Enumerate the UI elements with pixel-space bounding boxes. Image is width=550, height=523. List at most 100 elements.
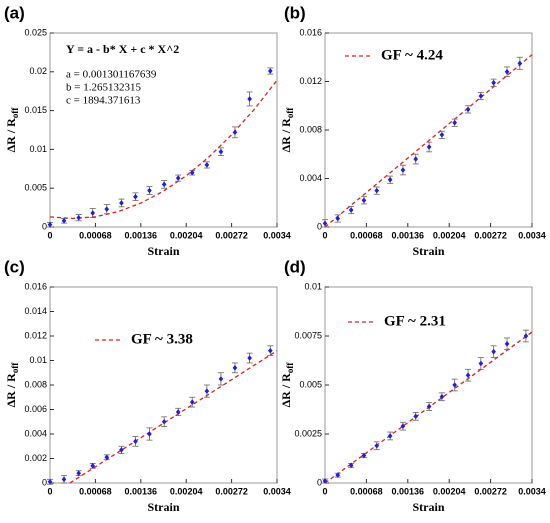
data-point xyxy=(517,60,523,67)
data-point xyxy=(361,197,367,204)
data-point xyxy=(439,132,445,138)
fit-line xyxy=(324,54,533,228)
y-tick-label: 0 xyxy=(317,221,322,231)
y-tick-label: 0.004 xyxy=(24,428,47,438)
data-point xyxy=(268,68,273,74)
data-point xyxy=(322,220,328,227)
data-point xyxy=(465,106,471,113)
data-point xyxy=(452,382,457,388)
data-point xyxy=(76,214,82,221)
y-axis-label: ΔR / Roff xyxy=(279,107,295,153)
x-tick-label: 0.00068 xyxy=(79,486,112,496)
data-point xyxy=(491,348,496,355)
fit-line xyxy=(69,350,278,484)
x-axis-label: Strain xyxy=(412,500,444,514)
x-axis-label: Strain xyxy=(147,244,179,258)
y-tick-label: 0.005 xyxy=(299,379,322,389)
x-tick-label: 0.00068 xyxy=(79,230,112,240)
data-point xyxy=(387,433,393,439)
data-point xyxy=(465,372,471,378)
annotation: c = 1894.371613 xyxy=(66,95,141,107)
data-point xyxy=(90,463,96,469)
panel-label: (b) xyxy=(284,3,306,22)
x-tick-label: 0.00068 xyxy=(350,486,383,496)
data-point xyxy=(268,347,273,354)
data-point xyxy=(335,215,341,222)
x-tick-label: 0.00272 xyxy=(215,230,248,240)
y-tick-label: 0.01 xyxy=(29,355,47,365)
y-axis-label-sub: off xyxy=(285,362,295,373)
data-point xyxy=(161,418,167,425)
data-point xyxy=(247,96,252,102)
data-point xyxy=(47,478,53,485)
x-tick-label: 0.00204 xyxy=(433,486,466,496)
plot-frame xyxy=(49,32,278,228)
y-tick-label: 0.002 xyxy=(24,453,47,463)
y-tick-label: 0.004 xyxy=(299,173,322,183)
data-point xyxy=(400,423,406,429)
fit-line xyxy=(49,79,278,220)
y-tick-label: 0 xyxy=(42,477,47,487)
y-axis-label: ΔR / Roff xyxy=(279,362,295,408)
data-point xyxy=(426,144,432,150)
y-axis-label: ΔR / Roff xyxy=(4,107,20,153)
data-point xyxy=(90,210,96,216)
y-tick-label: 0.01 xyxy=(29,144,47,154)
data-point xyxy=(426,403,432,410)
data-point xyxy=(147,431,152,437)
data-point xyxy=(189,399,195,405)
data-point xyxy=(175,175,181,181)
y-axis-label-main: ΔR / R xyxy=(279,373,293,408)
panel-label: (d) xyxy=(284,257,306,276)
y-axis-label-sub: off xyxy=(10,107,20,118)
data-point xyxy=(119,200,124,206)
x-tick-label: 0.00272 xyxy=(474,486,507,496)
data-point xyxy=(76,470,82,476)
data-point xyxy=(374,187,380,194)
x-tick-label: 0.00136 xyxy=(392,486,425,496)
x-tick-label: 0.00272 xyxy=(215,486,248,496)
x-tick-label: 0.00136 xyxy=(392,230,425,240)
data-point xyxy=(335,472,341,478)
x-tick-label: 0.00204 xyxy=(433,230,466,240)
data-point xyxy=(133,193,138,200)
x-tick-label: 0 xyxy=(47,230,52,240)
x-tick-label: 0 xyxy=(322,230,327,240)
x-tick-label: 0 xyxy=(47,486,52,496)
data-point xyxy=(413,413,419,420)
data-point xyxy=(452,119,457,126)
data-point xyxy=(161,181,167,188)
x-tick-label: 0.0034 xyxy=(518,486,546,496)
data-point xyxy=(504,341,510,347)
x-tick-label: 0.00068 xyxy=(350,230,383,240)
y-tick-label: 0.005 xyxy=(24,183,47,193)
data-point xyxy=(504,69,510,75)
y-tick-label: 0.0075 xyxy=(294,330,322,340)
annotation: a = 0.001301167639 xyxy=(66,69,157,81)
data-point xyxy=(348,462,354,469)
y-tick-label: 0.025 xyxy=(24,27,47,37)
data-point xyxy=(104,206,110,212)
panel-label: (a) xyxy=(4,3,25,22)
data-point xyxy=(491,79,496,86)
data-point xyxy=(218,376,224,382)
x-tick-label: 0.00204 xyxy=(170,486,203,496)
legend-label: GF ~ 3.38 xyxy=(131,331,193,347)
data-point xyxy=(322,478,328,484)
data-point xyxy=(232,365,238,371)
y-tick-label: 0.012 xyxy=(24,330,47,340)
legend-label: GF ~ 2.31 xyxy=(384,313,446,329)
y-tick-label: 0 xyxy=(42,221,47,231)
x-tick-label: 0.0034 xyxy=(263,486,291,496)
y-tick-label: 0.016 xyxy=(299,27,322,37)
data-point xyxy=(175,409,181,415)
y-axis-label-sub: off xyxy=(285,107,295,118)
data-point xyxy=(523,333,529,339)
y-tick-label: 0.014 xyxy=(24,306,47,316)
y-tick-label: 0 xyxy=(317,477,322,487)
data-point xyxy=(232,129,238,136)
y-tick-label: 0.008 xyxy=(299,124,322,134)
y-axis-label-main: ΔR / R xyxy=(4,373,18,408)
data-point xyxy=(400,167,406,173)
y-tick-label: 0.016 xyxy=(24,281,47,291)
